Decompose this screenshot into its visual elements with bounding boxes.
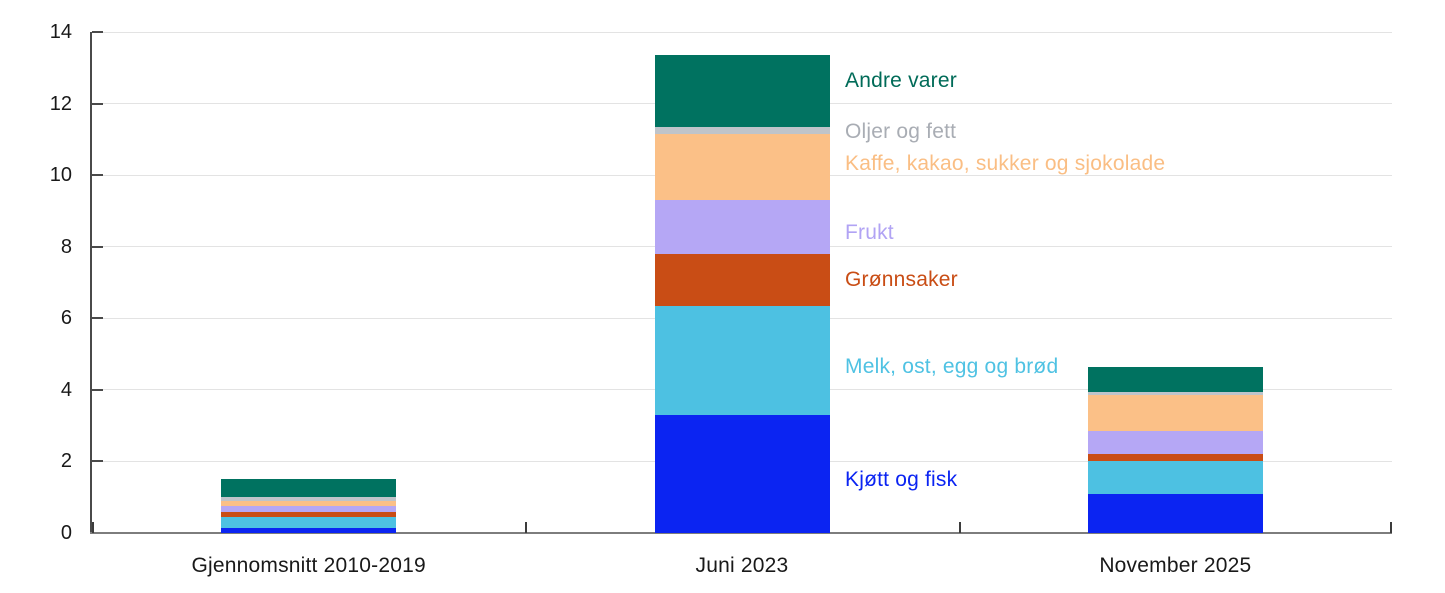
x-axis-category-label-gjennomsnitt-2010-2019: Gjennomsnitt 2010-2019 [191,554,426,577]
y-axis-tick-label: 4 [60,378,72,401]
x-axis-tick [958,522,961,533]
bar-segment-gronnsaker [654,253,830,306]
y-axis-tick-label: 14 [49,21,72,43]
bar-segment-gronnsaker [1087,454,1263,462]
bar-segment-frukt [221,506,397,512]
series-label-oljer-og-fett: Oljer og fett [845,120,957,143]
bar-segment-gronnsaker [221,511,397,517]
y-axis-tick [92,317,103,320]
y-axis-tick [92,102,103,105]
y-axis-line [90,32,92,534]
y-axis-tick-label: 8 [60,235,72,258]
series-label-andre-varer: Andre varer [845,69,957,92]
bar-segment-kaffe-kakao-sukker-og-sjokolade [654,133,830,201]
bar-segment-oljer-og-fett [654,126,830,134]
y-axis-tick-label: 6 [60,307,72,330]
x-axis-tick [525,522,528,533]
bar-segment-andre-varer [221,479,397,498]
y-axis-tick-label: 10 [49,164,72,187]
gridline [92,31,1392,33]
bar-segment-kaffe-kakao-sukker-og-sjokolade [221,500,397,507]
series-label-frukt: Frukt [845,221,894,244]
x-axis-tick [92,522,94,533]
bar-segment-kaffe-kakao-sukker-og-sjokolade [1087,395,1263,431]
x-axis-category-label-juni-2023: Juni 2023 [695,554,789,577]
series-label-kjott-og-fisk: Kjøtt og fisk [845,468,958,491]
bar-segment-melk-ost-egg-og-brod [654,305,830,415]
y-axis-tick [92,245,103,248]
series-label-melk-ost-egg-og-brod: Melk, ost, egg og brød [845,355,1059,378]
bar-segment-kjott-og-fisk [221,527,397,533]
bar-segment-frukt [1087,431,1263,455]
y-axis-tick-label: 0 [60,522,72,544]
y-axis-tick [92,460,103,463]
series-label-gronnsaker: Grønnsaker [845,268,958,291]
y-axis-tick [92,31,103,33]
x-axis-category-label-november-2025: November 2025 [1099,554,1252,577]
x-axis-line [90,532,1392,534]
bar-segment-kjott-og-fisk [1087,493,1263,533]
bar-segment-kjott-og-fisk [654,414,830,533]
bar-segment-oljer-og-fett [221,497,397,501]
x-axis-tick [1390,522,1392,533]
series-label-kaffe-kakao-sukker-og-sjokolade: Kaffe, kakao, sukker og sjokolade [845,152,1166,175]
bar-segment-oljer-og-fett [1087,391,1263,396]
bar-segment-frukt [654,200,830,254]
y-axis-tick-label: 12 [49,92,72,115]
bar-segment-melk-ost-egg-og-brod [1087,461,1263,494]
bar-segment-andre-varer [1087,366,1263,392]
bar-segment-andre-varer [654,55,830,127]
bar-segment-melk-ost-egg-og-brod [221,516,397,528]
y-axis-tick [92,174,103,177]
y-axis-tick-label: 2 [60,450,72,473]
y-axis-tick [92,388,103,391]
